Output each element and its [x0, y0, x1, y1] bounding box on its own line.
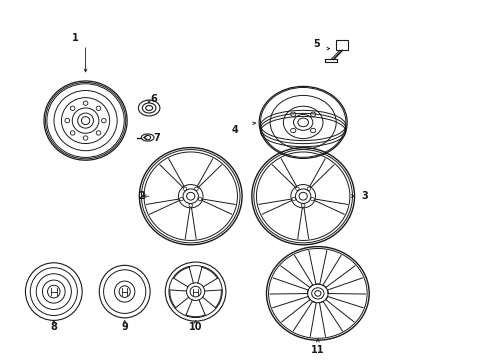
Bar [336, 40, 347, 50]
Text: 10: 10 [188, 322, 202, 332]
Text: 1: 1 [72, 33, 79, 43]
Text: 5: 5 [313, 39, 320, 49]
Text: 9: 9 [121, 322, 128, 332]
Text: 4: 4 [231, 125, 238, 135]
Text: 8: 8 [50, 322, 57, 332]
Text: 7: 7 [153, 133, 160, 143]
Text: 6: 6 [150, 94, 157, 104]
Text: 11: 11 [310, 345, 324, 355]
Text: 2: 2 [138, 191, 145, 201]
Text: 3: 3 [360, 191, 367, 201]
